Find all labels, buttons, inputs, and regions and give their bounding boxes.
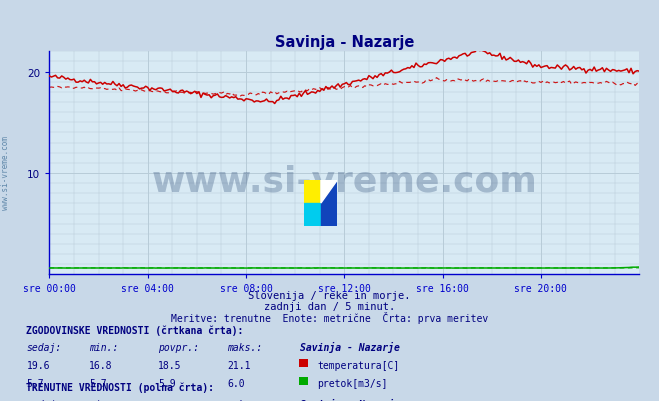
Text: temperatura[C]: temperatura[C] [317, 360, 399, 370]
Text: 18.5: 18.5 [158, 360, 182, 370]
Text: min.:: min.: [89, 399, 119, 401]
Text: zadnji dan / 5 minut.: zadnji dan / 5 minut. [264, 302, 395, 312]
Text: sedaj:: sedaj: [26, 342, 61, 352]
Text: maks.:: maks.: [227, 342, 262, 352]
Text: TRENUTNE VREDNOSTI (polna črta):: TRENUTNE VREDNOSTI (polna črta): [26, 381, 214, 392]
Text: maks.:: maks.: [227, 399, 262, 401]
Text: www.si-vreme.com: www.si-vreme.com [1, 136, 10, 209]
Text: 5.7: 5.7 [89, 378, 107, 388]
Text: sedaj:: sedaj: [26, 399, 61, 401]
Text: povpr.:: povpr.: [158, 342, 199, 352]
Text: Meritve: trenutne  Enote: metrične  Črta: prva meritev: Meritve: trenutne Enote: metrične Črta: … [171, 311, 488, 323]
Text: 19.6: 19.6 [26, 360, 50, 370]
Text: min.:: min.: [89, 342, 119, 352]
Text: Savinja - Nazarje: Savinja - Nazarje [300, 342, 400, 352]
Text: Savinja - Nazarje: Savinja - Nazarje [300, 399, 400, 401]
Text: www.si-vreme.com: www.si-vreme.com [152, 164, 537, 198]
Text: 5.9: 5.9 [158, 378, 176, 388]
Text: 16.8: 16.8 [89, 360, 113, 370]
Text: pretok[m3/s]: pretok[m3/s] [317, 378, 387, 388]
Text: 5.7: 5.7 [26, 378, 44, 388]
Bar [321, 180, 337, 227]
Bar [304, 180, 321, 203]
Text: 6.0: 6.0 [227, 378, 245, 388]
Bar [304, 203, 321, 227]
Text: povpr.:: povpr.: [158, 399, 199, 401]
Text: ZGODOVINSKE VREDNOSTI (črtkana črta):: ZGODOVINSKE VREDNOSTI (črtkana črta): [26, 324, 244, 335]
Text: 21.1: 21.1 [227, 360, 251, 370]
Text: Slovenija / reke in morje.: Slovenija / reke in morje. [248, 291, 411, 301]
Polygon shape [321, 180, 337, 203]
Title: Savinja - Nazarje: Savinja - Nazarje [275, 34, 414, 50]
